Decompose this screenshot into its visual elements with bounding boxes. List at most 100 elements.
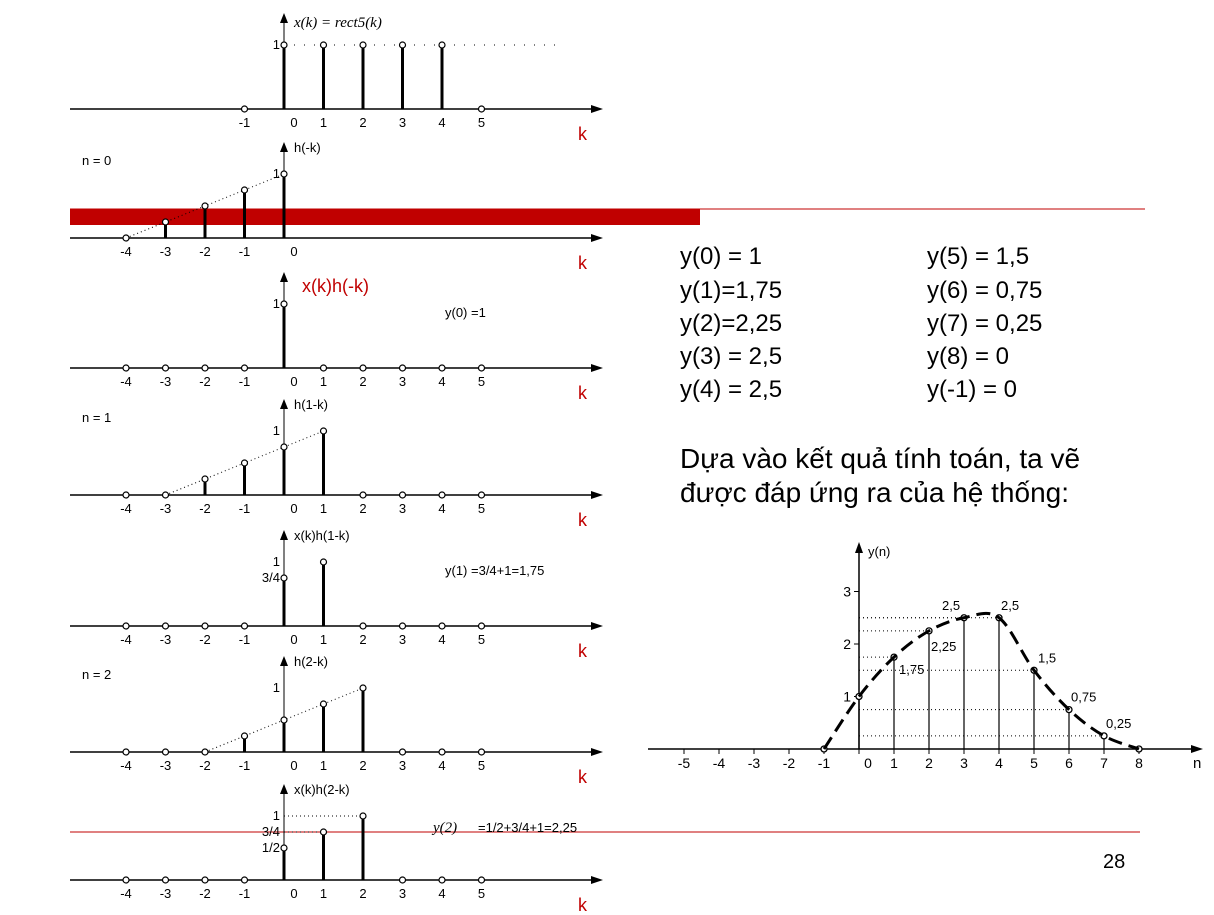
n-axis-arrow [1191,745,1203,753]
zero-sample-marker [477,748,486,756]
stem-marker [398,41,407,49]
k-axis-arrow [591,105,603,113]
k-axis-arrow [591,876,603,884]
k-tick-label: 1 [320,115,327,130]
x-tick-label: 7 [1100,755,1108,771]
k-tick-label: 2 [359,115,366,130]
zero-sample-marker [477,364,486,372]
stem-marker [280,41,288,49]
panel-2: k x(k)h(-k) y(0) =1 1 -4 -3 -2 -1 0 1 2 3 4 5 [70,272,603,403]
zero-sample-marker [477,876,486,884]
panel-3: k h(1-k) n = 1 1 -4 -3 -2 -1 0 1 2 3 4 5 [70,397,603,530]
value-axis-arrow [280,784,288,794]
k-axis-label: k [578,124,588,144]
k-tick-label: 0 [290,886,297,901]
zero-sample-marker [398,622,407,630]
zero-sample-marker [240,622,249,630]
k-tick-label: 5 [478,501,485,516]
note-prefix: y(2) [431,820,457,836]
zero-sample-marker [161,876,170,884]
stem-marker [319,427,328,435]
stem-marker [280,443,288,451]
value-tick-label: 3/4 [262,570,280,585]
x-tick-label: 6 [1065,755,1073,771]
k-tick-label: 5 [478,374,485,389]
value-axis-arrow [280,142,288,152]
y-axis-label: y(n) [868,544,890,559]
stem-marker [280,170,288,178]
stem-marker [240,459,249,467]
x-tick-label: -5 [678,755,691,771]
y-tick-label: 1 [843,689,851,705]
k-tick-label: 0 [290,244,297,259]
panel-1: k h(-k) n = 0 1 -4 -3 -2 -1 0 [70,140,603,273]
value-tick-label: 3/4 [262,824,280,839]
stem-marker [201,748,209,756]
stem-marker [240,732,249,740]
page-number: 28 [1103,851,1125,873]
k-tick-label: -1 [239,886,251,901]
k-axis-label: k [578,767,588,787]
x-tick-label: -1 [818,755,831,771]
zero-sample-marker [122,622,130,630]
panel-title: x(k)h(1-k) [294,528,350,543]
stem-marker [319,700,328,708]
result-line: y(-1) = 0 [927,376,1017,403]
value-axis-arrow [280,13,288,23]
value-tick-label: 1 [273,423,280,438]
k-tick-label: 5 [478,115,485,130]
value-tick-label: 1 [273,680,280,695]
k-tick-label: -2 [199,632,211,647]
response-data-label: 0,75 [1071,690,1096,705]
k-tick-label: 3 [399,115,406,130]
k-tick-label: 4 [438,886,445,901]
zero-sample-marker [122,748,130,756]
result-line: y(1)=1,75 [680,277,782,304]
zero-sample-marker [359,364,367,372]
k-tick-label: -3 [160,501,172,516]
k-tick-label: -4 [120,758,132,773]
y-tick-label: 2 [843,636,851,652]
value-tick-label: 1/2 [262,840,280,855]
zero-sample-marker [319,364,328,372]
zero-sample-marker [161,748,170,756]
y-axis-arrow [855,542,863,553]
k-axis-label: k [578,383,588,403]
zero-sample-marker [438,364,446,372]
k-tick-label: 5 [478,632,485,647]
k-tick-label: -1 [239,501,251,516]
k-axis-arrow [591,234,603,242]
k-tick-label: -1 [239,374,251,389]
stem-marker [280,300,288,308]
result-line: y(7) = 0,25 [927,310,1042,337]
response-envelope [822,611,1140,751]
conclusion-line-1: Dựa vào kết quả tính toán, ta vẽ [680,443,1080,474]
k-tick-label: 2 [359,758,366,773]
result-line: y(8) = 0 [927,343,1009,370]
y-tick-label: 3 [843,584,851,600]
value-tick-label: 1 [273,808,280,823]
value-axis-arrow [280,399,288,409]
k-tick-label: -3 [160,374,172,389]
x-tick-label: 8 [1135,755,1143,771]
n-label: n = 0 [82,153,111,168]
x-tick-label: -4 [713,755,726,771]
k-tick-label: -3 [160,758,172,773]
result-line: y(3) = 2,5 [680,343,782,370]
zero-sample-marker [201,364,209,372]
response-data-label: 1,5 [1038,650,1056,665]
response-data-label: 1,75 [899,662,924,677]
k-tick-label: 0 [290,374,297,389]
result-line: y(2)=2,25 [680,310,782,337]
k-tick-label: 3 [399,758,406,773]
panel-5: k h(2-k) n = 2 1 -4 -3 -2 -1 0 1 2 3 4 5 [70,654,603,787]
stem-marker [319,41,328,49]
panel-title: h(-k) [294,140,321,155]
n-label: n = 1 [82,410,111,425]
k-tick-label: -2 [199,374,211,389]
value-axis-arrow [280,530,288,540]
k-tick-label: 0 [290,115,297,130]
value-tick-label: 1 [273,296,280,311]
k-tick-label: -2 [199,244,211,259]
